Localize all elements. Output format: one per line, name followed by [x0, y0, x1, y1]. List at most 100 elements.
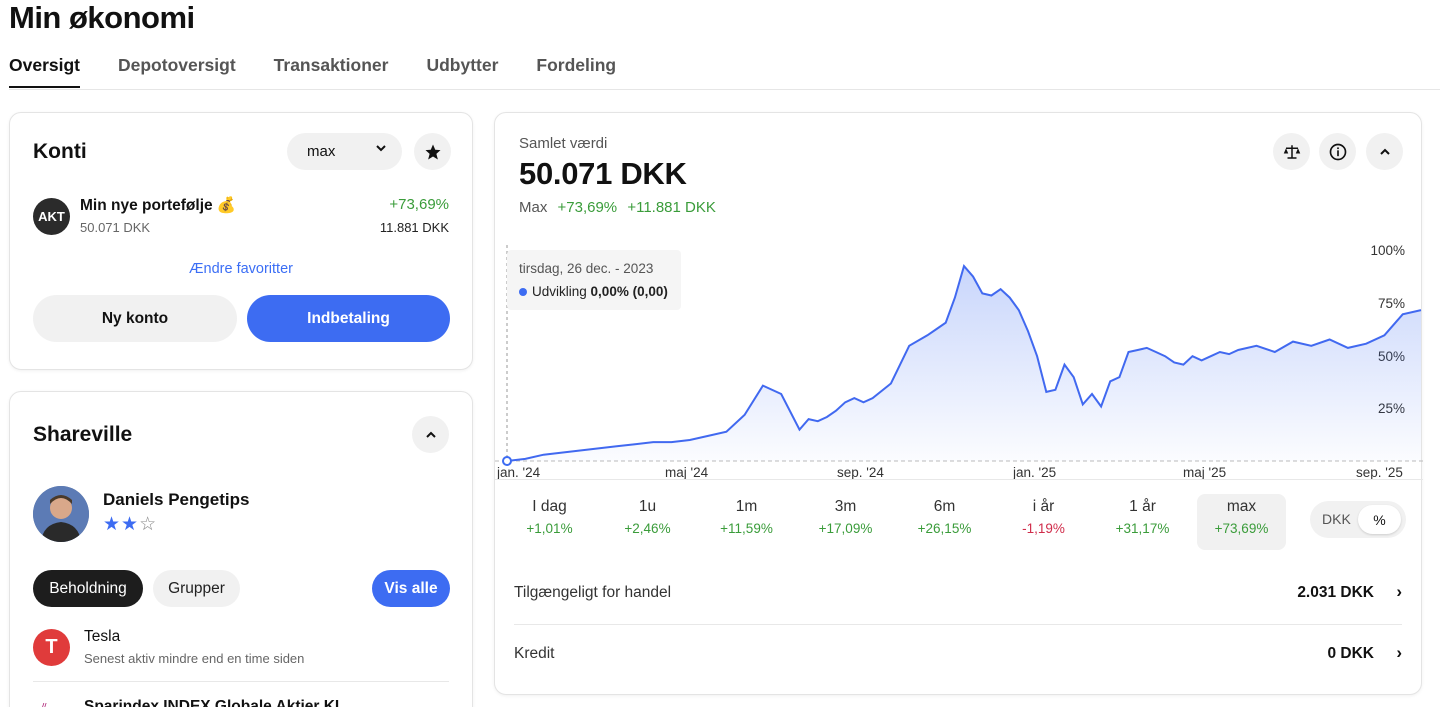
tab-bar: Oversigt Depotoversigt Transaktioner Udb… [9, 54, 1440, 90]
tooltip-series: Udvikling [532, 284, 587, 299]
period-pct: +31,17% [1115, 521, 1170, 536]
period-label: i år [1032, 498, 1055, 515]
period-3m[interactable]: 3m +17,09% [801, 494, 890, 550]
tooltip-amount: 0,00% (0,00) [590, 284, 668, 299]
chevron-right-icon[interactable]: › [1396, 643, 1402, 662]
star-icon: ★ [121, 514, 140, 535]
tab-oversigt[interactable]: Oversigt [9, 54, 80, 88]
tooltip-value: Udvikling 0,00% (0,00) [519, 284, 668, 299]
tooltip-date: tirsdag, 26 dec. - 2023 [519, 261, 654, 276]
row-label: Kredit [514, 645, 555, 662]
x-tick-label: sep. '24 [837, 465, 884, 479]
period-label: 3m [834, 498, 857, 515]
info-button[interactable] [1319, 133, 1356, 170]
holding-name[interactable]: Tesla [84, 628, 121, 645]
account-badge: AKT [33, 198, 70, 235]
chevron-right-icon[interactable]: › [1396, 582, 1402, 601]
series-area [507, 266, 1421, 461]
collapse-button[interactable] [412, 416, 449, 453]
star-outline-icon: ☆ [139, 514, 158, 535]
deposit-button[interactable]: Indbetaling [247, 295, 450, 342]
tab-depotoversigt[interactable]: Depotoversigt [118, 55, 236, 75]
view-all-button[interactable]: Vis alle [372, 570, 450, 607]
period-1-aar[interactable]: 1 år +31,17% [1098, 494, 1187, 550]
period-selector: I dag +1,01% 1u +2,46% 1m +11,59% 3m +17,09%… [495, 479, 1423, 559]
x-tick-label: jan. '24 [496, 465, 541, 479]
total-value-label: Samlet værdi [519, 135, 608, 152]
account-name[interactable]: Min nye portefølje 💰 [80, 197, 237, 214]
avatar[interactable] [33, 486, 89, 542]
x-tick-label: maj '25 [1183, 465, 1226, 479]
toggle-percent[interactable]: % [1358, 505, 1401, 534]
profile-name[interactable]: Daniels Pengetips [103, 490, 250, 509]
compare-button[interactable] [1273, 133, 1310, 170]
period-pct: +11,59% [720, 521, 773, 536]
chart-tooltip: tirsdag, 26 dec. - 2023 Udvikling 0,00% … [507, 250, 681, 310]
available-row[interactable]: Tilgængeligt for handel 2.031 DKK › [514, 563, 1402, 625]
period-pct: +26,15% [917, 521, 972, 536]
x-tick-label: jan. '25 [1012, 465, 1056, 479]
x-tick-label: sep. '25 [1356, 465, 1403, 479]
info-icon [1329, 143, 1346, 160]
portfolio-overview-card: Samlet værdi 50.071 DKK Max +73,69% +11.… [494, 112, 1423, 695]
star-icon [425, 144, 440, 159]
holding-sub: Senest aktiv mindre end en time siden [84, 651, 305, 666]
period-1m[interactable]: 1m +11,59% [702, 494, 791, 550]
chevron-up-icon [1379, 148, 1390, 155]
period-max[interactable]: max +73,69% [1197, 494, 1286, 550]
period-6m[interactable]: 6m +26,15% [900, 494, 989, 550]
row-value: 0 DKK [1327, 645, 1374, 662]
period-pct: +2,46% [624, 521, 671, 536]
y-tick-label: 100% [1370, 243, 1405, 258]
unit-toggle[interactable]: DKK % [1310, 501, 1406, 538]
tab-transaktioner[interactable]: Transaktioner [273, 55, 389, 75]
account-change-pct: +73,69% [389, 196, 449, 213]
row-label: Tilgængeligt for handel [514, 584, 672, 601]
change-favorites-link[interactable]: Ændre favoritter [189, 261, 293, 277]
rating-stars: ★★☆ [103, 513, 157, 536]
holdings-chip[interactable]: Beholdning [33, 570, 143, 607]
tab-udbytter[interactable]: Udbytter [426, 55, 499, 75]
accounts-card: Konti max AKT Min nye portefølje 💰 50.07… [9, 112, 473, 370]
series-dot-icon [519, 288, 527, 296]
scale-icon [1283, 144, 1300, 159]
period-label: Max [519, 199, 548, 216]
divider [514, 624, 1402, 625]
row-value: 2.031 DKK [1297, 584, 1374, 601]
period-pct: +17,09% [818, 521, 873, 536]
total-value: 50.071 DKK [519, 156, 687, 191]
holding-name[interactable]: Sparindex INDEX Globale Aktier KL [84, 698, 345, 707]
favorite-button[interactable] [414, 133, 451, 170]
period-label: I dag [532, 498, 567, 515]
period-pct: +73,69% [1214, 521, 1269, 536]
toggle-dkk[interactable]: DKK [1322, 511, 1351, 527]
tab-fordeling[interactable]: Fordeling [536, 55, 617, 75]
collapse-chart-button[interactable] [1366, 133, 1403, 170]
groups-chip[interactable]: Grupper [153, 570, 240, 607]
period-select[interactable]: max [287, 133, 402, 170]
page-title: Min økonomi [9, 0, 195, 35]
divider [33, 681, 449, 682]
period-i-dag[interactable]: I dag +1,01% [505, 494, 594, 550]
period-change-pct: +73,69% [557, 199, 618, 216]
shareville-title: Shareville [33, 423, 133, 446]
period-pct: +1,01% [526, 521, 573, 536]
x-tick-label: maj '24 [665, 465, 709, 479]
account-value: 50.071 DKK [80, 220, 151, 235]
chevron-down-icon [375, 142, 387, 157]
tesla-logo-icon: T [33, 629, 70, 666]
period-label: 6m [933, 498, 956, 515]
accounts-title: Konti [33, 140, 87, 163]
chevron-up-icon [425, 431, 436, 438]
credit-row[interactable]: Kredit 0 DKK › [514, 624, 1402, 686]
period-i-aar[interactable]: i år -1,19% [999, 494, 1088, 550]
y-tick-label: 75% [1378, 296, 1405, 311]
period-pct: -1,19% [1022, 521, 1065, 536]
period-change: Max +73,69% +11.881 DKK [519, 199, 716, 216]
period-1u[interactable]: 1u +2,46% [603, 494, 692, 550]
period-select-value: max [307, 143, 336, 160]
shareville-card: Shareville Daniels Pengetips ★★☆ Beholdn… [9, 391, 473, 707]
period-change-abs: +11.881 DKK [627, 199, 716, 216]
new-account-button[interactable]: Ny konto [33, 295, 237, 342]
series-line [506, 264, 1422, 462]
